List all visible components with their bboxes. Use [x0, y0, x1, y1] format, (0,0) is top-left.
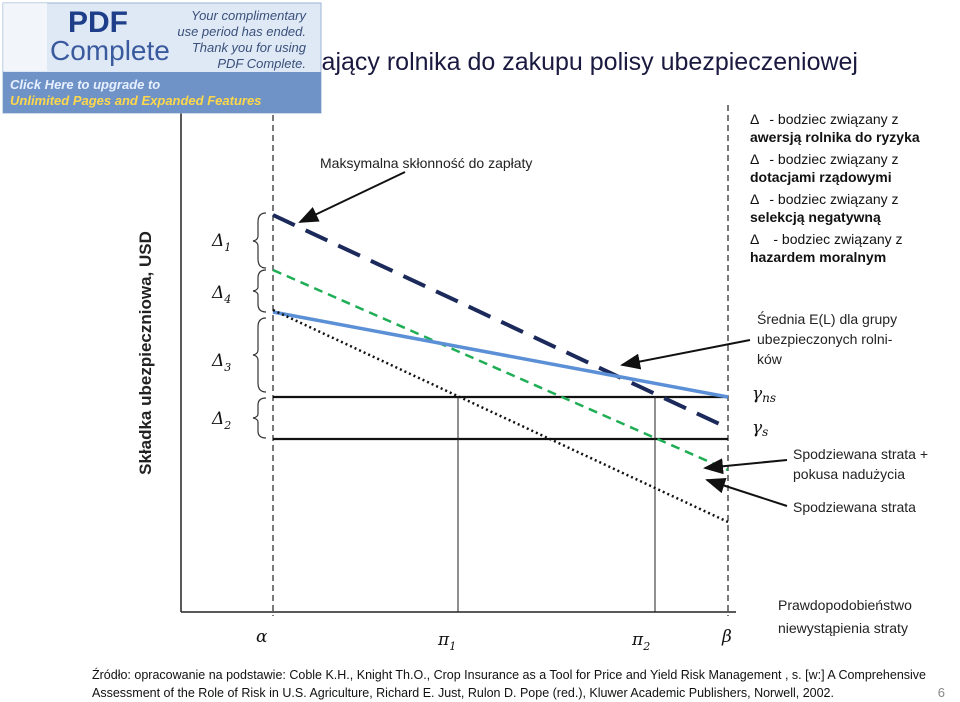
gamma-lines: [273, 395, 728, 441]
svg-text:π2: π2: [631, 630, 650, 653]
mean-annotation: Średnia E(L) dla grupy: [757, 310, 897, 327]
legend-bold: awersją rolnika do ryzyka: [750, 129, 920, 145]
pi-lines: [457, 397, 656, 612]
legend-symbol: Δ: [750, 111, 759, 127]
max-line: [272, 213, 729, 430]
y-axis-label: Składka ubezpieczniowa, USD: [136, 231, 155, 475]
brace-symbol: Δ: [211, 351, 224, 371]
svg-text:Δ- bodziec związany z: Δ - bodziec związany z: [750, 151, 899, 167]
gamma-ns: γ: [752, 384, 763, 404]
slide-title: iający rolnika do zakupu polisy ubezpiec…: [316, 48, 858, 76]
logo-top: PDF: [68, 6, 128, 39]
x-label-sub: 2: [642, 640, 650, 653]
mean-annotation: ubezpieczonych rolni-: [757, 331, 893, 347]
x-axis-annotation: niewystąpienia straty: [778, 620, 908, 636]
notice: Your complimentary: [191, 8, 307, 23]
upgrade-link[interactable]: Click Here to upgrade to: [10, 77, 160, 92]
svg-text:Δ3: Δ3: [211, 351, 231, 374]
source: Źródło: opracowanie na podstawie: Coble …: [92, 667, 926, 682]
page-number: 6: [938, 685, 945, 700]
brace-labels: Δ1 Δ4 Δ3 Δ2: [211, 231, 231, 432]
brace-symbol: Δ: [211, 231, 224, 251]
bounds: [272, 105, 729, 616]
brace-sub: 1: [224, 241, 231, 254]
svg-text:Δ- bodziec związany z: Δ - bodziec związany z: [750, 231, 903, 247]
source: Assessment of the Role of Risk in U.S. A…: [92, 686, 834, 700]
legend-symbol: Δ: [750, 191, 759, 207]
svg-text:Δ4: Δ4: [211, 283, 231, 306]
mean-line: [272, 310, 729, 399]
x-label: π: [631, 630, 644, 650]
hazard-annotation: pokusa nadużycia: [793, 466, 905, 482]
upgrade-link[interactable]: Unlimited Pages and Expanded Features: [10, 93, 261, 108]
brace-symbol: Δ: [211, 283, 224, 303]
svg-text:β: β: [721, 627, 732, 647]
legend-bold: selekcją negatywną: [750, 209, 881, 225]
legend-symbol: Δ: [750, 151, 759, 167]
gamma-s: γ: [752, 418, 763, 438]
loss-annotation: Spodziewana strata: [793, 499, 916, 515]
notice: use period has ended.: [177, 24, 306, 39]
legend-text: - bodziec związany z: [769, 111, 898, 127]
gamma-ns-sub: ns: [762, 391, 776, 405]
x-label: α: [256, 627, 268, 647]
legend-bold: hazardem moralnym: [750, 249, 886, 265]
brace-sub: 3: [224, 361, 231, 374]
svg-text:γs: γs: [752, 418, 768, 439]
svg-text:Δ1: Δ1: [211, 231, 231, 254]
brace-sub: 2: [223, 419, 231, 432]
brace-sub: 4: [223, 293, 231, 306]
x-label: π: [437, 630, 450, 650]
hazard-line: [272, 268, 729, 472]
legend-symbol: Δ: [750, 231, 759, 247]
svg-text:γns: γns: [752, 384, 776, 405]
notice: PDF Complete.: [217, 56, 306, 71]
arrows: [298, 171, 788, 507]
hazard-annotation: Spodziewana strata +: [793, 446, 928, 462]
notice: Thank you for using: [192, 40, 307, 55]
x-axis-annotation: Prawdopodobieństwo: [778, 597, 912, 613]
logo-bottom: Complete: [50, 35, 170, 66]
x-label-sub: 1: [449, 640, 456, 653]
legend-text: - bodziec związany z: [769, 191, 898, 207]
legend-bold: dotacjami rządowymi: [750, 169, 892, 185]
upgrade-banner[interactable]: PDF Complete Your complimentary use peri…: [2, 2, 322, 114]
svg-text:Δ- bodziec związany z: Δ - bodziec związany z: [750, 191, 899, 207]
legend-text: - bodziec związany z: [773, 231, 902, 247]
brace-symbol: Δ: [211, 409, 224, 429]
svg-text:π1: π1: [437, 630, 456, 653]
legend: Δ - bodziec związany z awersją rolnika do…: [750, 111, 920, 265]
loss-line: [272, 308, 729, 524]
legend-text: - bodziec związany z: [769, 151, 898, 167]
braces: [252, 212, 267, 439]
svg-text:α: α: [256, 627, 268, 647]
max-annotation: Maksymalna skłonność do zapłaty: [320, 155, 532, 171]
svg-text:Δ2: Δ2: [211, 409, 231, 432]
x-label: β: [721, 627, 732, 647]
gamma-s-sub: s: [762, 425, 768, 439]
svg-text:Δ- bodziec związany z: Δ - bodziec związany z: [750, 111, 899, 127]
mean-annotation: ków: [757, 351, 783, 367]
